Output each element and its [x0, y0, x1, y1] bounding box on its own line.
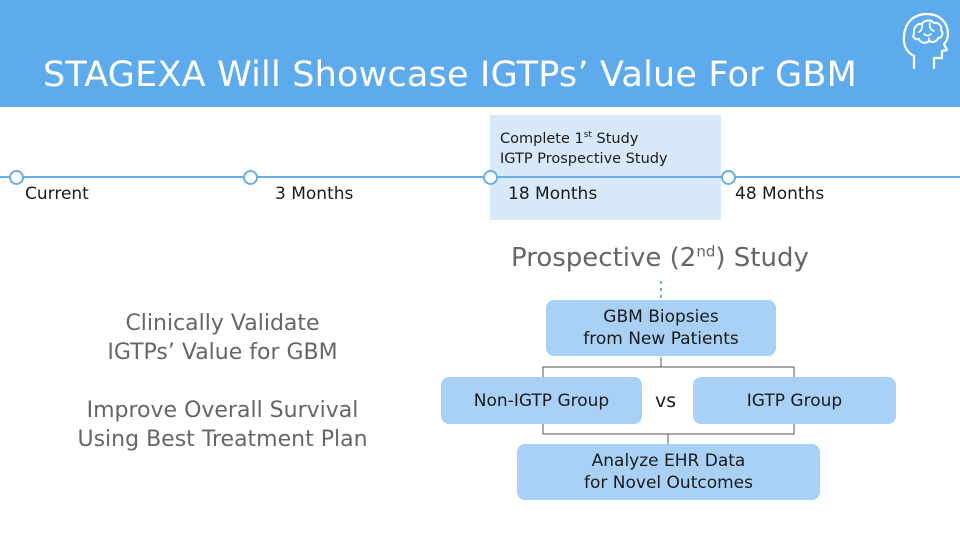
- goal-validate-text: Clinically Validate IGTPs’ Value for GBM: [107, 311, 338, 365]
- timeline-node-48-months: [721, 170, 736, 185]
- goal-survival-text: Improve Overall Survival Using Best Trea…: [77, 398, 368, 452]
- timeline-node-current: [9, 170, 24, 185]
- timeline-label-current: Current: [25, 184, 89, 204]
- timeline-label-48-months: 48 Months: [735, 184, 825, 204]
- timeline-label-3-months: 3 Months: [275, 184, 354, 204]
- timeline-node-18-months: [483, 170, 498, 185]
- analyze-ehr-box: Analyze EHR Data for Novel Outcomes: [517, 444, 820, 500]
- igtp-group-box: IGTP Group: [693, 377, 896, 424]
- header-bar: [0, 0, 960, 107]
- milestone-highlight-box: [490, 115, 721, 220]
- timeline-label-18-months: 18 Months: [508, 184, 598, 204]
- gbm-biopsies-box: GBM Biopsies from New Patients: [546, 300, 776, 356]
- versus-label: vs: [655, 390, 677, 412]
- brain-head-icon: [902, 12, 950, 70]
- non-igtp-group-box: Non-IGTP Group: [441, 377, 642, 424]
- study-title: Prospective (2nd) Study: [511, 242, 809, 273]
- timeline-node-3-months: [243, 170, 258, 185]
- page-title: STAGEXA Will Showcase IGTPs’ Value For G…: [43, 55, 857, 95]
- milestone-highlight-text: Complete 1st Study IGTP Prospective Stud…: [500, 130, 668, 167]
- timeline-line: [0, 176, 960, 178]
